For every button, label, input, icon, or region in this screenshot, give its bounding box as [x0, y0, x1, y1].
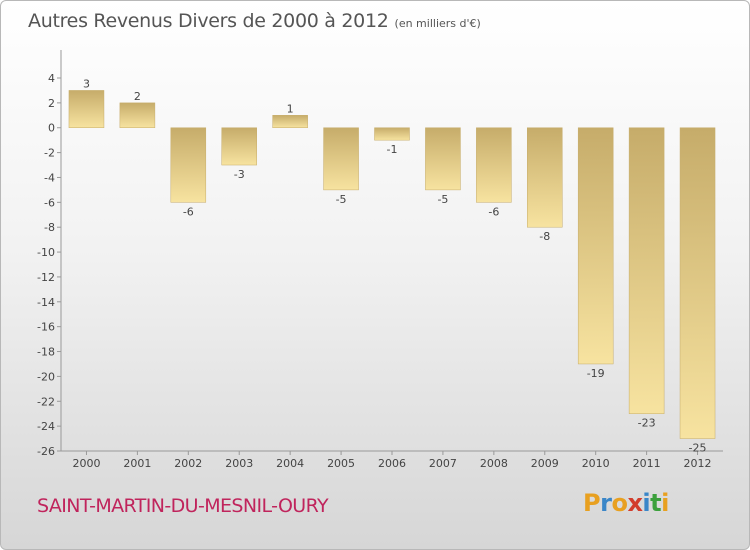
bar-2003: [221, 127, 257, 166]
bar-2002: [170, 127, 207, 203]
logo-letter: i: [661, 489, 669, 517]
data-label: -8: [539, 230, 550, 243]
y-tick-label: -20: [37, 370, 55, 383]
data-label: 1: [287, 102, 294, 115]
bar-2006: [374, 127, 410, 141]
logo-letter: t: [650, 489, 662, 517]
x-tick-label: 2007: [429, 457, 457, 470]
bar-2009: [527, 127, 563, 228]
y-tick-label: -18: [37, 346, 55, 359]
x-tick-label: 2005: [327, 457, 355, 470]
bar-2012: [679, 127, 716, 439]
data-label: -5: [437, 193, 448, 206]
bar-2007: [425, 127, 461, 191]
y-tick-label: -24: [37, 420, 55, 433]
data-label: -6: [488, 205, 499, 218]
bar-2005: [323, 127, 359, 191]
data-label: -5: [336, 193, 347, 206]
data-label: -3: [234, 168, 245, 181]
data-label: -19: [587, 367, 605, 380]
y-tick-label: 2: [48, 97, 55, 110]
x-tick-label: 2008: [480, 457, 508, 470]
x-tick-label: 2000: [72, 457, 100, 470]
bar-2008: [476, 127, 512, 203]
y-tick-label: -22: [37, 395, 55, 408]
data-label: 3: [83, 77, 90, 90]
bar-2010: [577, 127, 614, 365]
proxiti-logo: Proxiti: [583, 489, 669, 517]
bar-2011: [628, 127, 665, 414]
y-tick-label: -14: [37, 296, 55, 309]
logo-letter: P: [583, 489, 601, 517]
y-tick-label: -4: [44, 171, 55, 184]
location-name: SAINT-MARTIN-DU-MESNIL-OURY: [37, 495, 329, 517]
y-tick-label: -8: [44, 221, 55, 234]
bar-2000: [68, 90, 105, 128]
chart-title: Autres Revenus Divers de 2000 à 2012 (en …: [28, 10, 481, 32]
data-label: 2: [134, 90, 141, 103]
y-tick-label: -6: [44, 196, 55, 209]
x-tick-label: 2006: [378, 457, 406, 470]
x-tick-label: 2009: [531, 457, 559, 470]
x-tick-label: 2004: [276, 457, 304, 470]
y-tick-label: 4: [48, 72, 55, 85]
y-tick-label: -2: [44, 147, 55, 160]
bar-2004: [272, 115, 308, 128]
logo-letter: o: [611, 489, 628, 517]
y-tick-label: -12: [37, 271, 55, 284]
x-tick-label: 2010: [582, 457, 610, 470]
y-tick-label: -10: [37, 246, 55, 259]
x-tick-label: 2001: [123, 457, 151, 470]
logo-letter: r: [600, 489, 612, 517]
logo-letter: x: [627, 489, 643, 517]
y-tick-label: 0: [48, 122, 55, 135]
data-label: -23: [638, 417, 656, 430]
logo-letter: i: [642, 489, 651, 517]
x-tick-label: 2011: [633, 457, 661, 470]
bar-2001: [119, 102, 156, 128]
x-tick-label: 2003: [225, 457, 253, 470]
x-tick-label: 2002: [174, 457, 202, 470]
chart-subtitle: (en milliers d'€): [394, 17, 481, 30]
data-label: -6: [183, 205, 194, 218]
data-label: -25: [689, 442, 707, 455]
y-tick-label: -16: [37, 321, 55, 334]
data-label: -1: [387, 143, 398, 156]
x-tick-label: 2012: [684, 457, 712, 470]
title-text: Autres Revenus Divers de 2000 à 2012: [28, 10, 389, 32]
y-tick-label: -26: [37, 445, 55, 458]
